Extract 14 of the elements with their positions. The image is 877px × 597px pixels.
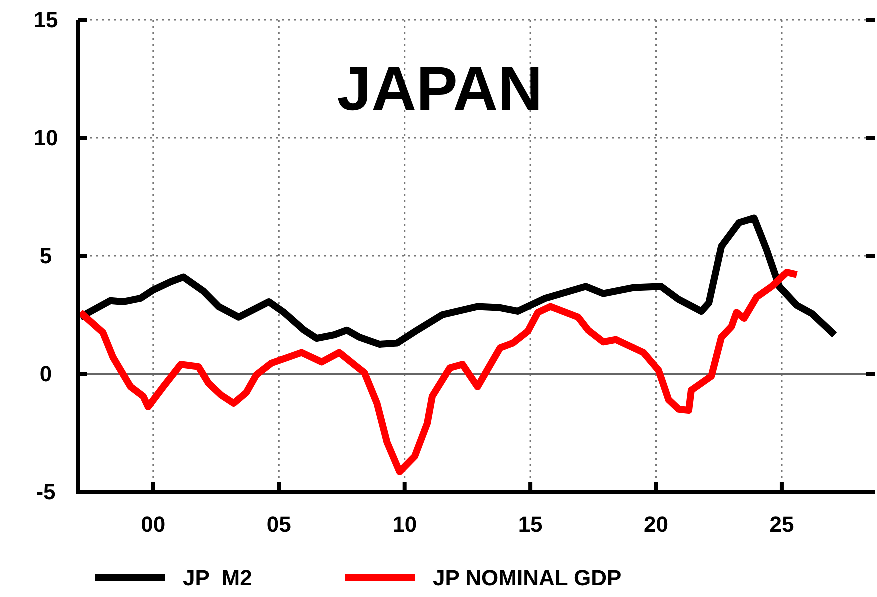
x-tick-label: 20 bbox=[644, 512, 669, 537]
x-tick-label: 10 bbox=[392, 512, 418, 537]
x-tick-label: 00 bbox=[141, 512, 166, 537]
y-tick-label: 10 bbox=[34, 126, 58, 150]
y-tick-label: 15 bbox=[34, 8, 58, 32]
legend-label: JP M2 bbox=[183, 566, 252, 590]
y-tick-label: 5 bbox=[40, 244, 52, 268]
x-tick-label: 15 bbox=[518, 512, 543, 537]
legend-label: JP NOMINAL GDP bbox=[433, 566, 622, 590]
text: JAPAN bbox=[337, 55, 543, 124]
y-tick-label: -5 bbox=[36, 480, 56, 504]
x-tick-label: 05 bbox=[266, 512, 292, 537]
x-tick-label: 25 bbox=[770, 512, 794, 537]
y-tick-label: 0 bbox=[40, 362, 52, 386]
